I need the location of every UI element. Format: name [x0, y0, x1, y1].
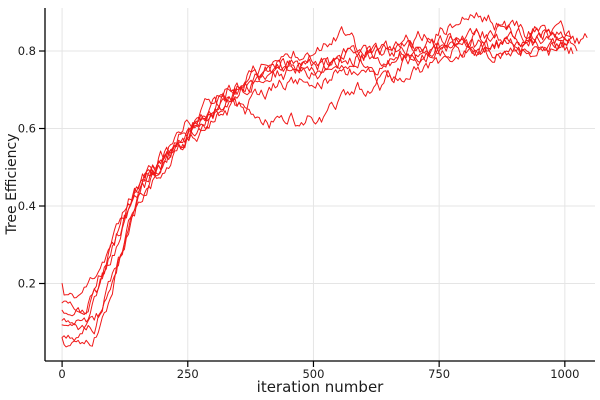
x-tick-label: 250 — [177, 367, 199, 381]
y-tick-label: 0.8 — [18, 44, 36, 58]
x-axis-label: iteration number — [257, 378, 385, 396]
y-axis-label: Tree Efficiency — [4, 133, 20, 235]
series-line-run-6 — [61, 37, 570, 348]
series-line-run-3 — [61, 20, 572, 326]
y-tick-label: 0.2 — [18, 277, 36, 291]
x-tick-label: 0 — [58, 367, 65, 381]
series-line-run-5 — [61, 27, 588, 342]
series-line-run-7 — [61, 19, 570, 315]
x-tick-label: 750 — [428, 367, 450, 381]
data-series — [61, 12, 588, 348]
tick-labels: 0 250 500 750 1000 0.2 0.4 0.6 0.8 — [18, 44, 580, 381]
y-tick-label: 0.6 — [18, 122, 36, 136]
series-line-run-2 — [61, 12, 572, 317]
x-tick-label: 500 — [302, 367, 324, 381]
y-tick-label: 0.4 — [18, 199, 36, 213]
x-tick-label: 1000 — [550, 367, 579, 381]
series-line-run-4 — [61, 42, 574, 335]
axes — [39, 8, 595, 367]
